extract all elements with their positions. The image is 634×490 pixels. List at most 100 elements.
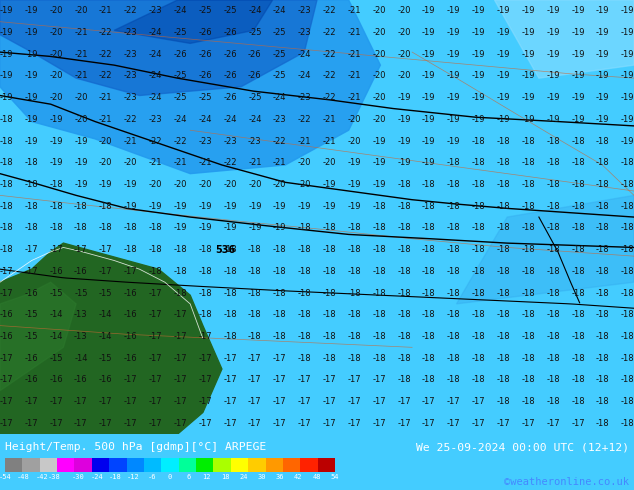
Text: -18: -18	[0, 245, 13, 254]
Text: 0: 0	[168, 474, 172, 480]
Text: -19: -19	[398, 158, 411, 167]
Text: -18: -18	[447, 267, 460, 276]
Text: -18: -18	[521, 310, 535, 319]
Text: -19: -19	[571, 28, 585, 37]
Text: -18: -18	[521, 202, 535, 211]
Text: -22: -22	[223, 158, 236, 167]
Bar	[5, 458, 22, 472]
Text: -17: -17	[174, 419, 187, 428]
Text: -19: -19	[372, 180, 386, 189]
Text: -18: -18	[0, 158, 13, 167]
Text: -22: -22	[124, 6, 138, 15]
Text: -19: -19	[323, 180, 336, 189]
Text: -20: -20	[49, 6, 63, 15]
Text: -18: -18	[24, 158, 38, 167]
Bar	[214, 458, 231, 472]
Text: -15: -15	[99, 354, 112, 363]
Text: -19: -19	[0, 28, 13, 37]
Text: -23: -23	[148, 115, 162, 124]
Text: -18: -18	[571, 202, 585, 211]
Text: -18: -18	[397, 289, 411, 297]
Text: -19: -19	[398, 137, 411, 146]
Text: -18: -18	[447, 245, 460, 254]
Text: -16: -16	[74, 375, 87, 384]
Text: -18: -18	[422, 310, 436, 319]
Text: -20: -20	[149, 180, 162, 189]
Text: -17: -17	[223, 375, 237, 384]
Text: -18: -18	[372, 354, 386, 363]
Text: -18: -18	[0, 180, 13, 189]
Text: -18: -18	[273, 289, 287, 297]
Text: -18: -18	[422, 267, 436, 276]
Text: -19: -19	[571, 6, 585, 15]
Text: -19: -19	[124, 180, 138, 189]
Text: -18: -18	[422, 289, 436, 297]
Text: -26: -26	[223, 50, 237, 59]
Text: -19: -19	[248, 202, 262, 211]
Text: -18: -18	[496, 137, 510, 146]
Text: -21: -21	[347, 6, 361, 15]
Text: -25: -25	[198, 93, 212, 102]
Text: -19: -19	[547, 93, 560, 102]
Text: -19: -19	[547, 28, 560, 37]
Text: We 25-09-2024 00:00 UTC (12+12): We 25-09-2024 00:00 UTC (12+12)	[416, 442, 629, 452]
Text: -17: -17	[99, 267, 113, 276]
Text: -18: -18	[148, 245, 162, 254]
Text: -19: -19	[621, 50, 634, 59]
Text: -15: -15	[25, 332, 38, 341]
Text: -19: -19	[621, 28, 634, 37]
Text: -18: -18	[547, 354, 560, 363]
Text: -23: -23	[124, 72, 138, 80]
Text: -21: -21	[174, 158, 187, 167]
Text: -19: -19	[496, 93, 510, 102]
Text: -18: -18	[547, 397, 560, 406]
Text: -17: -17	[571, 419, 585, 428]
Text: -19: -19	[25, 137, 38, 146]
Text: -22: -22	[323, 72, 336, 80]
Text: -23: -23	[273, 115, 287, 124]
Text: -18: -18	[472, 245, 486, 254]
Text: -16: -16	[0, 332, 13, 341]
Text: -19: -19	[347, 158, 361, 167]
Text: -19: -19	[547, 6, 560, 15]
Text: -19: -19	[496, 50, 510, 59]
Text: -18: -18	[496, 267, 510, 276]
Text: -22: -22	[174, 137, 187, 146]
Bar	[109, 458, 127, 472]
Text: -19: -19	[198, 223, 212, 232]
Text: -19: -19	[124, 202, 138, 211]
Text: -19: -19	[472, 28, 485, 37]
Text: -22: -22	[99, 50, 112, 59]
Text: -18: -18	[24, 223, 38, 232]
Bar	[283, 458, 301, 472]
Text: -19: -19	[149, 202, 162, 211]
Text: -19: -19	[596, 115, 609, 124]
Text: -16: -16	[24, 289, 38, 297]
Text: -19: -19	[25, 93, 38, 102]
Text: -17: -17	[547, 419, 560, 428]
Text: -18: -18	[347, 245, 361, 254]
Text: -22: -22	[298, 115, 311, 124]
Text: -17: -17	[24, 267, 38, 276]
Text: -19: -19	[298, 202, 311, 211]
Text: -19: -19	[398, 115, 411, 124]
Text: -19: -19	[25, 72, 38, 80]
Text: -23: -23	[198, 137, 212, 146]
Text: -20: -20	[398, 28, 411, 37]
Text: -25: -25	[198, 6, 212, 15]
Text: -20: -20	[74, 115, 87, 124]
Text: -18: -18	[596, 310, 610, 319]
Text: -18: -18	[521, 397, 535, 406]
Text: -20: -20	[372, 115, 386, 124]
Text: -17: -17	[472, 419, 486, 428]
Text: -23: -23	[298, 93, 311, 102]
Text: -18: -18	[422, 202, 436, 211]
Text: -17: -17	[496, 419, 510, 428]
Text: -18: -18	[108, 474, 121, 480]
Text: -30: -30	[72, 474, 85, 480]
Text: -17: -17	[198, 354, 212, 363]
Text: -12: -12	[127, 474, 139, 480]
Text: -25: -25	[273, 28, 287, 37]
Text: -19: -19	[372, 137, 386, 146]
Text: -18: -18	[596, 202, 610, 211]
